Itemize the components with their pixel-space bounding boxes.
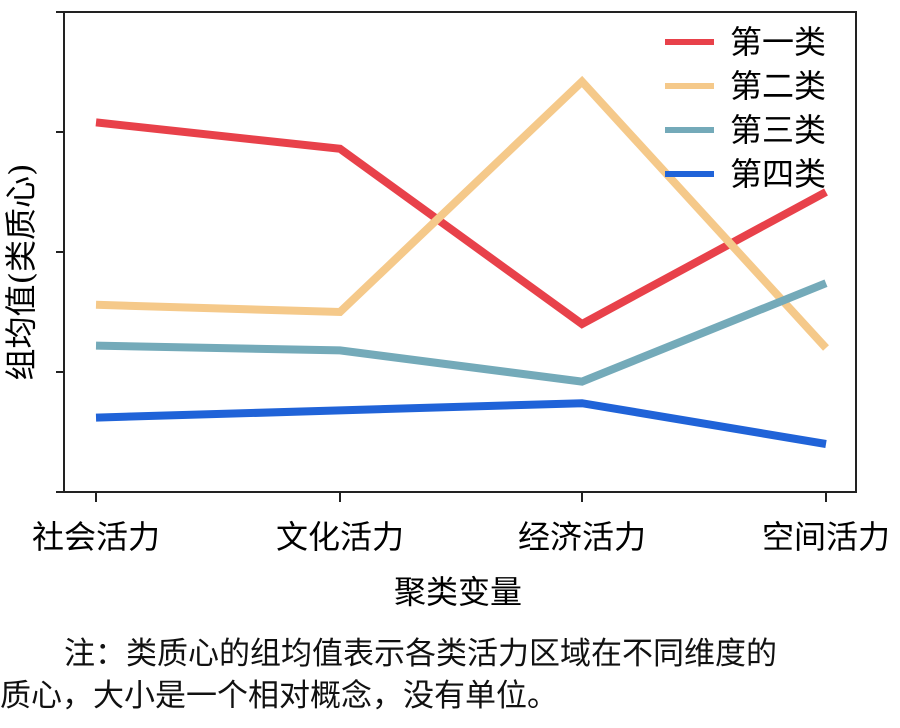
y-axis-ticks xyxy=(56,11,64,493)
x-tick-label: 社会活力 xyxy=(32,518,160,556)
x-tick-label: 经济活力 xyxy=(518,518,646,556)
y-axis-label: 组均值(类质心) xyxy=(2,164,40,381)
series-line-1 xyxy=(95,118,828,329)
series-layer xyxy=(95,75,829,448)
series-line-2 xyxy=(95,75,829,351)
series-line-3 xyxy=(95,279,828,386)
x-tick-label: 空间活力 xyxy=(762,518,890,556)
series-line-4 xyxy=(95,399,827,448)
figure-note-line-2: 质心，大小是一个相对概念，没有单位。 xyxy=(0,678,558,714)
x-axis-label: 聚类变量 xyxy=(394,573,522,611)
figure-note-line-1: 注：类质心的组均值表示各类活力区域在不同维度的 xyxy=(64,636,777,672)
legend-label-2: 第二类 xyxy=(730,67,826,105)
x-tick-label: 文化活力 xyxy=(276,518,404,556)
legend-label-4: 第四类 xyxy=(730,155,826,193)
x-axis-ticks: 社会活力 文化活力 经济活力 空间活力 xyxy=(32,492,890,556)
legend-label-3: 第三类 xyxy=(730,111,826,149)
legend-label-1: 第一类 xyxy=(730,23,826,61)
